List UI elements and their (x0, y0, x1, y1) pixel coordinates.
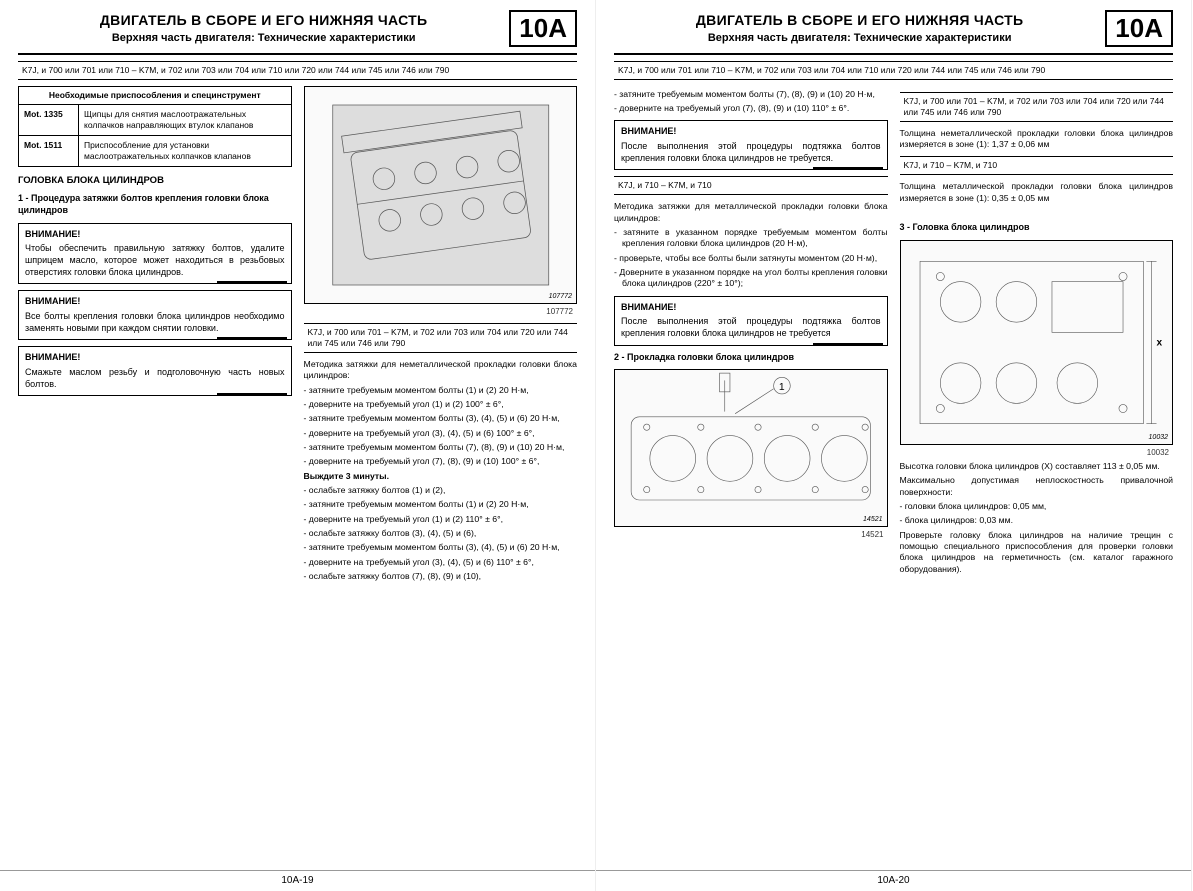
model-sub-a: K7J, и 700 или 701 – K7M, и 702 или 703 … (304, 323, 578, 353)
model-line: K7J, и 700 или 701 или 710 – K7M, и 702 … (614, 61, 1173, 80)
step: - доверните на требуемый угол (1) и (2) … (304, 514, 578, 525)
sub-head-3: 3 - Головка блока цилиндров (900, 222, 1174, 234)
warning-box: ВНИМАНИЕ! Чтобы обеспечить правильную за… (18, 223, 292, 285)
gasket-svg: 1 (615, 370, 887, 526)
step: - ослабьте затяжку болтов (3), (4), (5) … (304, 528, 578, 539)
step: - затяните требуемым моментом болты (7),… (614, 89, 888, 100)
page-header: ДВИГАТЕЛЬ В СБОРЕ И ЕГО НИЖНЯЯ ЧАСТЬ Вер… (614, 10, 1173, 55)
section-head: ГОЛОВКА БЛОКА ЦИЛИНДРОВ (18, 175, 292, 187)
engine-svg (305, 87, 577, 303)
steps-list: - затяните требуемым моментом болты (1) … (304, 385, 578, 468)
tool-desc-1: Приспособление для установки маслоотража… (79, 135, 292, 166)
left-column: - затяните требуемым моментом болты (7),… (614, 86, 888, 578)
warn-text: Смажьте маслом резьбу и подголовочную ча… (25, 367, 285, 390)
image-caption: 107772 (304, 306, 578, 317)
step: - проверьте, чтобы все болты были затяну… (614, 253, 888, 264)
warn-title: ВНИМАНИЕ! (25, 352, 285, 364)
warn-text: Чтобы обеспечить правильную затяжку болт… (25, 243, 285, 278)
warn-title: ВНИМАНИЕ! (621, 302, 881, 314)
warn-title: ВНИМАНИЕ! (621, 126, 881, 138)
gasket-nonmet: Толщина неметаллической прокладки головк… (900, 128, 1174, 151)
right-column: 107772 107772 K7J, и 700 или 701 – K7M, … (304, 86, 578, 585)
step: - затяните требуемым моментом болты (1) … (304, 499, 578, 510)
method-intro-2: Методика затяжки для металлической прокл… (614, 201, 888, 224)
flatness-list: - головки блока цилиндров: 0,05 мм, - бл… (900, 501, 1174, 527)
model-sub-b2: K7J, и 710 – K7M, и 710 (900, 156, 1174, 175)
tools-header: Необходимые приспособления и специнструм… (19, 86, 292, 104)
model-line: K7J, и 700 или 701 или 710 – K7M, и 702 … (18, 61, 577, 80)
step: - ослабьте затяжку болтов (7), (8), (9) … (304, 571, 578, 582)
check-text: Проверьте головку блока цилиндров на нал… (900, 530, 1174, 575)
step: - затяните требуемым моментом болты (1) … (304, 385, 578, 396)
step: - затяните требуемым моментом болты (3),… (304, 413, 578, 424)
flat-item: - головки блока цилиндров: 0,05 мм, (900, 501, 1174, 512)
header-subtitle: Верхняя часть двигателя: Технические хар… (18, 31, 509, 45)
step: - ослабьте затяжку болтов (1) и (2), (304, 485, 578, 496)
section-badge: 10A (509, 10, 577, 47)
image-id: 10032 (1149, 433, 1168, 442)
step: - доверните на требуемый угол (7), (8), … (304, 456, 578, 467)
left-column: Необходимые приспособления и специнструм… (18, 86, 292, 585)
head-svg: x (901, 241, 1173, 444)
model-sub-b: K7J, и 710 – K7M, и 710 (614, 176, 888, 195)
sub-head: 1 - Процедура затяжки болтов крепления г… (18, 193, 292, 216)
tool-code-1: Mot. 1511 (19, 135, 79, 166)
header-subtitle: Верхняя часть двигателя: Технические хар… (614, 31, 1105, 45)
warning-box: ВНИМАНИЕ! После выполнения этой процедур… (614, 120, 888, 170)
header-title: ДВИГАТЕЛЬ В СБОРЕ И ЕГО НИЖНЯЯ ЧАСТЬ (18, 11, 509, 29)
image-caption: 10032 (900, 447, 1174, 458)
warn-text: После выполнения этой процедуры подтяжка… (621, 141, 881, 164)
page-left: ДВИГАТЕЛЬ В СБОРЕ И ЕГО НИЖНЯЯ ЧАСТЬ Вер… (0, 0, 596, 891)
step: - затяните требуемым моментом болты (3),… (304, 542, 578, 553)
right-column: K7J, и 700 или 701 – K7M, и 702 или 703 … (900, 86, 1174, 578)
warning-box: ВНИМАНИЕ! Смажьте маслом резьбу и подгол… (18, 346, 292, 396)
step: - доверните на требуемый угол (3), (4), … (304, 557, 578, 568)
warn-text: После выполнения этой процедуры подтяжка… (621, 316, 881, 339)
page-header: ДВИГАТЕЛЬ В СБОРЕ И ЕГО НИЖНЯЯ ЧАСТЬ Вер… (18, 10, 577, 55)
warning-box: ВНИМАНИЕ! Все болты крепления головки бл… (18, 290, 292, 340)
method-intro: Методика затяжки для неметаллической про… (304, 359, 578, 382)
gasket-met: Толщина металлической прокладки головки … (900, 181, 1174, 204)
svg-text:1: 1 (779, 382, 785, 393)
step: - затяните в указанном порядке требуемым… (614, 227, 888, 250)
image-id: 14521 (863, 515, 882, 524)
height-text: Высотка головки блока цилиндров (X) сост… (900, 461, 1174, 472)
step: - доверните на требуемый угол (3), (4), … (304, 428, 578, 439)
tools-table: Необходимые приспособления и специнструм… (18, 86, 292, 167)
step: - Доверните в указанном порядке на угол … (614, 267, 888, 290)
image-caption: 14521 (614, 529, 888, 540)
steps-list-2: - ослабьте затяжку болтов (1) и (2), - з… (304, 485, 578, 582)
wait-line: Выждите 3 минуты. (304, 471, 578, 482)
page-footer: 10A-20 (596, 870, 1191, 887)
warn-title: ВНИМАНИЕ! (25, 229, 285, 241)
gasket-diagram: 1 14521 (614, 369, 888, 527)
model-sub-a2: K7J, и 700 или 701 – K7M, и 702 или 703 … (900, 92, 1174, 122)
engine-diagram: 107772 (304, 86, 578, 304)
warn-text: Все болты крепления головки блока цилинд… (25, 311, 285, 334)
tool-desc-0: Щипцы для снятия маслоотражательных колп… (79, 104, 292, 135)
header-title: ДВИГАТЕЛЬ В СБОРЕ И ЕГО НИЖНЯЯ ЧАСТЬ (614, 11, 1105, 29)
sub-head-2: 2 - Прокладка головки блока цилиндров (614, 352, 888, 364)
step: - доверните на требуемый угол (7), (8), … (614, 103, 888, 114)
steps-list-3: - затяните в указанном порядке требуемым… (614, 227, 888, 290)
page-right: ДВИГАТЕЛЬ В СБОРЕ И ЕГО НИЖНЯЯ ЧАСТЬ Вер… (596, 0, 1192, 891)
step: - доверните на требуемый угол (1) и (2) … (304, 399, 578, 410)
head-diagram: x 10032 (900, 240, 1174, 445)
section-badge: 10A (1105, 10, 1173, 47)
step: - затяните требуемым моментом болты (7),… (304, 442, 578, 453)
warn-title: ВНИМАНИЕ! (25, 296, 285, 308)
svg-text:x: x (1156, 337, 1162, 348)
flat-item: - блока цилиндров: 0,03 мм. (900, 515, 1174, 526)
image-id: 107772 (549, 292, 572, 301)
flatness-intro: Максимально допустимая неплоскостность п… (900, 475, 1174, 498)
page-footer: 10A-19 (0, 870, 595, 887)
tool-code-0: Mot. 1335 (19, 104, 79, 135)
warning-box: ВНИМАНИЕ! После выполнения этой процедур… (614, 296, 888, 346)
